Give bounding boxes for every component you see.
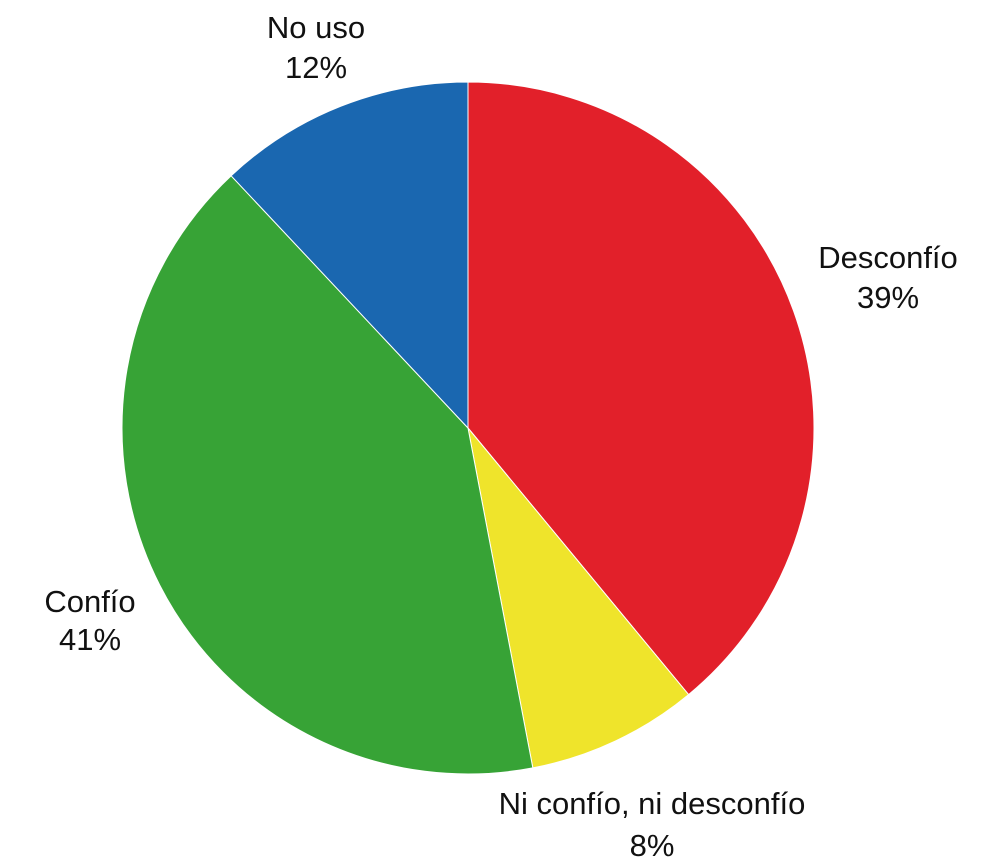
- slice-label-ni-confio: Ni confío, ni desconfío: [499, 786, 806, 821]
- pie-labels: Desconfío 39% Ni confío, ni desconfío 8%…: [44, 10, 957, 863]
- slice-label-desconfio: Desconfío: [818, 240, 958, 275]
- pie-slice-confio: [121, 175, 534, 775]
- pie-slice-ni-confio-ni-desconfio: [467, 427, 690, 769]
- slice-value-desconfio: 39%: [857, 280, 919, 315]
- slice-label-confio: Confío: [44, 584, 135, 619]
- pie-slice-no-uso: [230, 81, 469, 430]
- slice-value-confio: 41%: [59, 622, 121, 657]
- pie-slices: [121, 81, 815, 775]
- slice-value-ni-confio: 8%: [630, 828, 675, 863]
- pie-slice-desconfio: [467, 81, 815, 696]
- slice-value-no-uso: 12%: [285, 50, 347, 85]
- slice-label-no-uso: No uso: [267, 10, 365, 45]
